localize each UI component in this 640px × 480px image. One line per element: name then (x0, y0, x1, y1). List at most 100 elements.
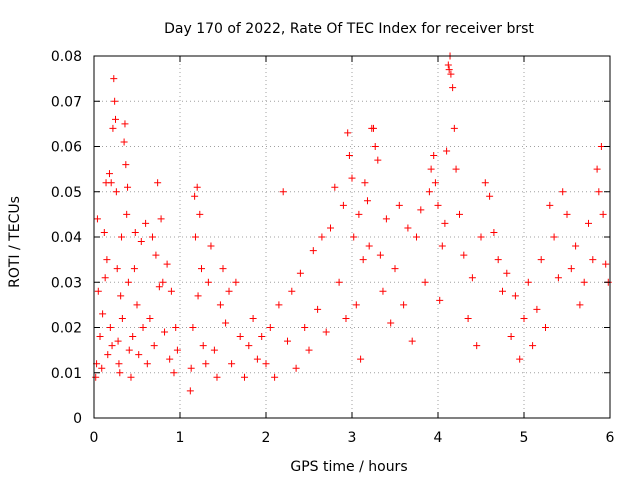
data-point (157, 215, 165, 223)
x-tick-label: 2 (262, 430, 271, 446)
data-point (301, 324, 309, 331)
data-point (98, 364, 106, 372)
data-point (431, 179, 439, 187)
data-point (520, 314, 528, 322)
x-tick-label: 1 (176, 430, 185, 446)
x-tick-label: 0 (90, 430, 99, 446)
data-point (118, 314, 126, 322)
data-point (111, 97, 119, 105)
data-point (524, 278, 532, 286)
data-point (327, 224, 334, 232)
y-tick-label: 0.05 (51, 185, 82, 201)
data-point (170, 369, 178, 377)
data-point (468, 274, 476, 282)
data-point (253, 355, 261, 363)
data-point (450, 124, 458, 132)
data-point (350, 233, 358, 241)
data-point (494, 256, 502, 264)
data-point (117, 292, 125, 300)
data-point (148, 233, 156, 241)
data-point (449, 84, 457, 92)
data-point (443, 147, 451, 155)
data-point (219, 265, 227, 273)
data-point (546, 201, 554, 209)
data-point (284, 337, 291, 345)
data-point (137, 238, 145, 246)
data-point (266, 324, 274, 331)
axis-ticks: 0 1 2 3 4 5 6 0 0.01 0.02 0.03 0.04 0.05 0.06 0.07 0.08 (51, 49, 615, 446)
data-point (400, 301, 408, 309)
data-point (413, 233, 420, 241)
data-point (335, 278, 343, 286)
data-point (123, 210, 131, 218)
data-point (108, 342, 116, 350)
data-point (387, 319, 395, 327)
data-point (121, 120, 129, 128)
data-point (198, 265, 205, 273)
x-tick-label: 4 (434, 430, 443, 446)
data-point (191, 233, 199, 241)
data-point (199, 342, 207, 350)
data-point (236, 333, 244, 341)
data-point (101, 274, 109, 282)
data-point (296, 269, 304, 277)
data-point (159, 278, 167, 286)
data-point (288, 287, 296, 295)
data-point (228, 360, 236, 368)
data-point (507, 333, 515, 341)
data-point (109, 124, 117, 132)
data-point (339, 201, 347, 209)
data-point (456, 210, 463, 218)
data-point (125, 346, 133, 354)
data-point (580, 278, 588, 286)
data-point (191, 192, 199, 200)
y-tick-label: 0.01 (51, 366, 82, 382)
data-point (481, 179, 489, 187)
data-point (355, 210, 363, 218)
data-point (444, 61, 452, 69)
data-point (213, 373, 221, 381)
data-point (112, 115, 119, 123)
data-point (173, 346, 181, 354)
y-tick-label: 0.03 (51, 275, 82, 291)
data-point (210, 346, 218, 354)
data-point (166, 355, 174, 363)
data-point (314, 305, 322, 313)
data-point (93, 215, 101, 223)
data-point (103, 256, 111, 264)
data-point (348, 174, 356, 182)
data-point (172, 324, 180, 331)
data-point (258, 333, 266, 341)
data-point (241, 373, 248, 381)
data-point (559, 188, 567, 196)
x-tick-label: 5 (520, 430, 529, 446)
y-tick-label: 0 (73, 411, 82, 427)
data-point (150, 342, 158, 350)
data-point (100, 228, 108, 236)
data-point (222, 319, 230, 327)
data-point (365, 242, 373, 250)
y-tick-label: 0.07 (51, 94, 82, 110)
data-point (161, 328, 169, 336)
data-point (99, 310, 107, 318)
data-point (186, 387, 194, 395)
data-point (490, 228, 498, 236)
data-point (154, 179, 162, 187)
x-tick-label: 6 (606, 430, 615, 446)
data-point (408, 337, 416, 345)
data-point (597, 143, 605, 150)
data-point (249, 314, 257, 322)
data-point (430, 152, 438, 160)
data-points (92, 52, 612, 395)
y-tick-label: 0.02 (51, 321, 82, 337)
data-point (305, 346, 313, 354)
data-point (441, 219, 449, 227)
data-point (352, 301, 360, 309)
data-point (115, 360, 123, 368)
data-point (445, 66, 453, 74)
data-point (130, 265, 138, 273)
data-point (193, 183, 201, 191)
data-point (96, 333, 104, 341)
data-point (322, 328, 330, 336)
data-point (542, 324, 549, 331)
